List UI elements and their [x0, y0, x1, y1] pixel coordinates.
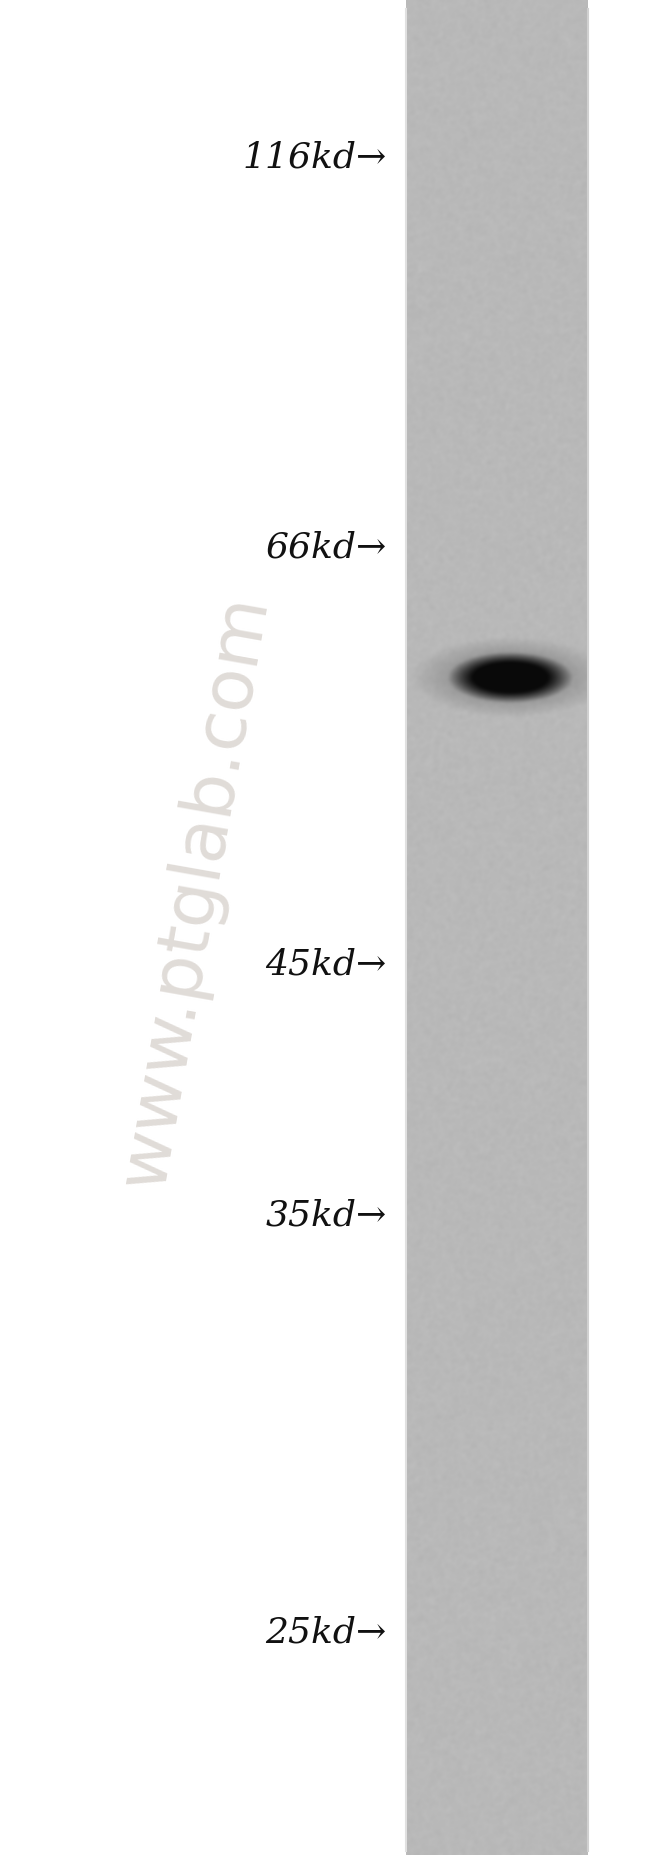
Text: 66kd→: 66kd→ [265, 531, 387, 564]
Text: 116kd→: 116kd→ [242, 141, 387, 174]
Text: 25kd→: 25kd→ [265, 1616, 387, 1649]
Text: 45kd→: 45kd→ [265, 948, 387, 981]
Text: www.ptglab.com: www.ptglab.com [109, 588, 281, 1193]
Text: 35kd→: 35kd→ [265, 1198, 387, 1232]
